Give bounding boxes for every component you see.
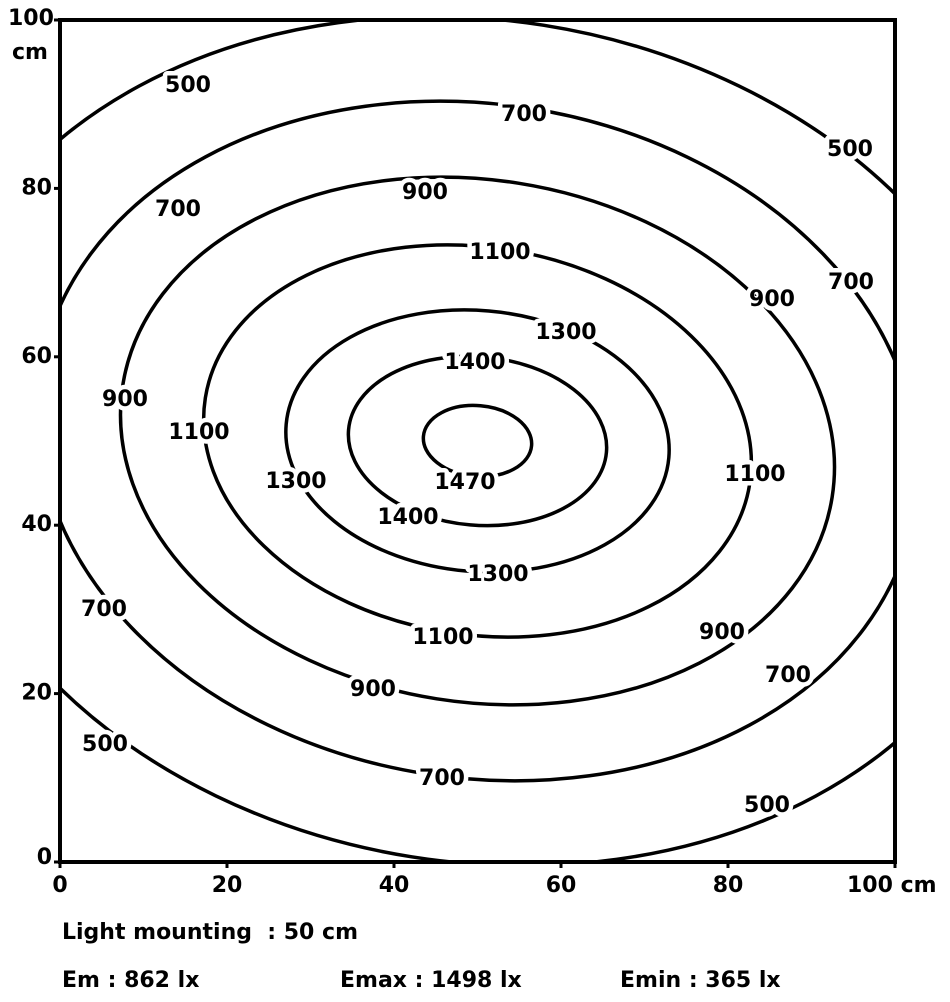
contour-label: 900	[402, 180, 448, 205]
contour-line	[284, 308, 671, 574]
plot-frame	[58, 18, 897, 864]
contour-label: 700	[501, 102, 547, 127]
contour-line	[346, 354, 609, 528]
contour-label: 1400	[444, 350, 505, 375]
annotation: Light mounting : 50 cm	[62, 920, 358, 945]
annotation: Emax : 1498 lx	[340, 968, 522, 993]
y-tick-label: 40	[21, 512, 52, 537]
contour-label: 700	[419, 766, 465, 791]
y-tick-label: 20	[21, 681, 52, 706]
contour-line	[118, 175, 837, 707]
annotation: Em : 862 lx	[62, 968, 200, 993]
contour-label: 900	[749, 287, 795, 312]
y-tick-label: 60	[21, 344, 52, 369]
contour-label: 500	[744, 793, 790, 818]
contour-label: 700	[155, 197, 201, 222]
contour-label: 1300	[535, 320, 596, 345]
contour-line	[60, 20, 895, 862]
contour-layer	[60, 20, 895, 862]
contour-label: 1100	[469, 240, 530, 265]
contour-label: 900	[102, 387, 148, 412]
annotation: Emin : 365 lx	[620, 968, 781, 993]
x-tick-label: 80	[713, 873, 744, 898]
contour-label: 900	[699, 620, 745, 645]
x-tick-label: 60	[546, 873, 577, 898]
contour-line	[60, 99, 895, 783]
y-tick-label: 80	[21, 175, 52, 200]
x-tick-label: 40	[379, 873, 410, 898]
contour-label: 1300	[265, 469, 326, 494]
contour-label: 700	[81, 597, 127, 622]
contour-label: 1100	[724, 462, 785, 487]
y-tick-label: 100 cm	[8, 6, 54, 65]
contour-line	[201, 243, 754, 639]
contour-label: 1100	[168, 420, 229, 445]
y-tick-label: 0	[37, 845, 52, 870]
contour-label: 1100	[412, 625, 473, 650]
contour-label: 700	[828, 270, 874, 295]
contour-label: 900	[350, 677, 396, 702]
contour-label: 500	[165, 73, 211, 98]
contour-label: 1300	[467, 562, 528, 587]
x-tick-label: 0	[52, 873, 67, 898]
contour-label: 1470	[434, 470, 495, 495]
contour-label: 500	[82, 732, 128, 757]
x-tick-label: 100 cm	[847, 873, 937, 898]
contour-label: 1400	[377, 505, 438, 530]
contour-line	[421, 403, 534, 479]
contour-label: 700	[765, 663, 811, 688]
x-tick-label: 20	[212, 873, 243, 898]
contour-label: 500	[827, 137, 873, 162]
